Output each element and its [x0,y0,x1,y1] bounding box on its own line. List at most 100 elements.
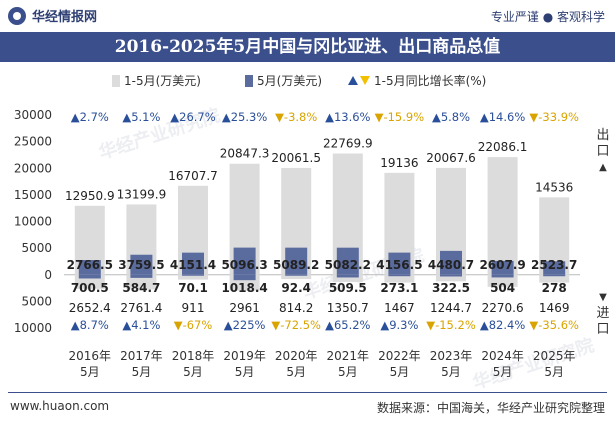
data-label-import-ytd: 1469 [539,301,570,315]
y-tick-label: 10000 [14,321,52,335]
bar-import-month [491,274,514,278]
growth-label-import: ▲65.2% [325,318,370,332]
growth-label-export: ▲14.6% [480,110,525,124]
growth-label-export: ▲5.8% [432,110,470,124]
data-label-import-ytd: 2961 [229,301,260,315]
chart-legend: 1-5月(万美元) 5月(万美元) 1-5月同比增长率(%) [0,68,615,92]
data-label-export-month: 2607.9 [479,258,525,272]
data-label-import-month: 584.7 [122,281,160,295]
data-label-export-month: 5089.2 [273,258,319,272]
y-tick-label: 30000 [14,108,52,122]
data-label-export-month: 2766.5 [67,258,113,272]
growth-label-export: ▲26.7% [170,110,215,124]
bar-export-month [233,247,256,275]
bar-import-month [543,274,566,277]
data-label-import-ytd: 1350.7 [327,301,369,315]
data-label-export-month: 3759.5 [118,258,164,272]
x-tick-label-month: 5月 [390,365,410,379]
export-label: 出口 [596,128,610,159]
growth-label-import: ▲8.7% [71,318,109,332]
x-tick-label-year: 2018年 [172,349,215,363]
data-label-export-ytd: 12950.9 [65,189,115,203]
data-label-export-ytd: 20061.5 [271,151,321,165]
bar-export-ytd [487,157,518,275]
bar-import-month [182,274,204,276]
legend-swatch-ytd [112,74,120,87]
title-bar: 2016-2025年5月中国与冈比亚进、出口商品总值 [0,32,615,62]
data-label-export-ytd: 13199.9 [117,187,167,201]
x-tick-label-month: 5月 [544,365,564,379]
footer-divider [8,392,607,393]
x-tick-label-year: 2025年 [533,349,576,363]
bar-export-month [388,252,411,275]
bar-import-month [440,274,462,277]
data-label-import-ytd: 2270.6 [482,301,524,315]
data-label-import-month: 278 [542,281,567,295]
huajing-logo-icon [8,6,26,25]
bar-import-ytd [281,274,312,280]
data-label-export-month: 5082.2 [325,258,371,272]
growth-label-import: ▼-35.6% [529,318,579,332]
x-tick-label-year: 2017年 [120,349,163,363]
footer-site[interactable]: www.huaon.com [10,399,110,413]
bar-import-ytd [487,274,518,287]
x-tick-label-month: 5月 [80,365,100,379]
data-label-import-month: 273.1 [380,281,418,295]
bar-export-month [182,252,204,275]
x-tick-label-month: 5月 [338,365,358,379]
x-tick-label-month: 5月 [286,365,306,379]
x-tick-label-month: 5月 [183,365,203,379]
legend-label-month: 5月(万美元) [257,74,322,88]
y-tick-label: 0 [44,268,52,282]
growth-label-import: ▼-72.5% [271,318,321,332]
growth-label-export: ▲5.1% [122,110,160,124]
data-label-import-month: 92.4 [281,281,311,295]
bar-import-month [78,274,101,279]
y-tick-label: 10000 [14,215,52,229]
side-label-import: ▼ 进口 [595,290,611,338]
growth-label-export: ▼-33.9% [529,110,579,124]
growth-label-export: ▲25.3% [222,110,267,124]
legend-label-growth: 1-5月同比增长率(%) [374,74,487,88]
growth-label-export: ▲13.6% [325,110,370,124]
bar-import-month [336,274,359,278]
bar-import-ytd [178,274,208,280]
bar-export-month [440,250,462,275]
y-tick-label: 5000 [21,294,52,308]
top-bar: 华经情报网 专业严谨 ● 客观科学 [0,0,615,30]
data-label-export-month: 4151.4 [170,258,216,272]
bar-import-month [285,274,308,276]
bar-export-month [78,260,101,275]
legend-item-month: 5月(万美元) [245,72,322,89]
side-label-export: 出口 ▲ [595,128,611,176]
bar-export-month [130,254,153,275]
x-tick-label-year: 2019年 [223,349,266,363]
data-label-import-month: 700.5 [71,281,109,295]
footer-source: 数据来源：中国海关，华经产业研究院整理 [376,401,605,415]
bar-export-month [285,247,308,275]
x-tick-label-month: 5月 [493,365,513,379]
growth-label-import: ▲4.1% [122,318,160,332]
bar-import-ytd [126,274,157,290]
x-tick-label-year: 2024年 [481,349,524,363]
brand-name: 华经情报网 [32,10,98,25]
bar-export-month [491,260,514,275]
x-tick-label-month: 5月 [132,365,152,379]
x-tick-label-year: 2020年 [275,349,318,363]
data-label-import-ytd: 814.2 [279,301,313,315]
x-tick-label-month: 5月 [235,365,255,379]
brand-logo[interactable]: 华经情报网 [8,6,97,25]
import-label: 进口 [596,306,610,337]
growth-label-import: ▼-67% [174,318,213,332]
bar-import-ytd [384,274,415,283]
x-tick-label-year: 2021年 [327,349,370,363]
data-label-import-ytd: 1467 [384,301,415,315]
growth-label-import: ▲9.3% [380,318,418,332]
x-tick-label-month: 5月 [441,365,461,379]
data-label-import-ytd: 2652.4 [69,301,111,315]
legend-swatch-month [245,74,253,87]
data-label-export-month: 5096.3 [221,258,267,272]
y-tick-label: 20000 [14,161,52,175]
chart-title: 2016-2025年5月中国与冈比亚进、出口商品总值 [114,37,501,57]
